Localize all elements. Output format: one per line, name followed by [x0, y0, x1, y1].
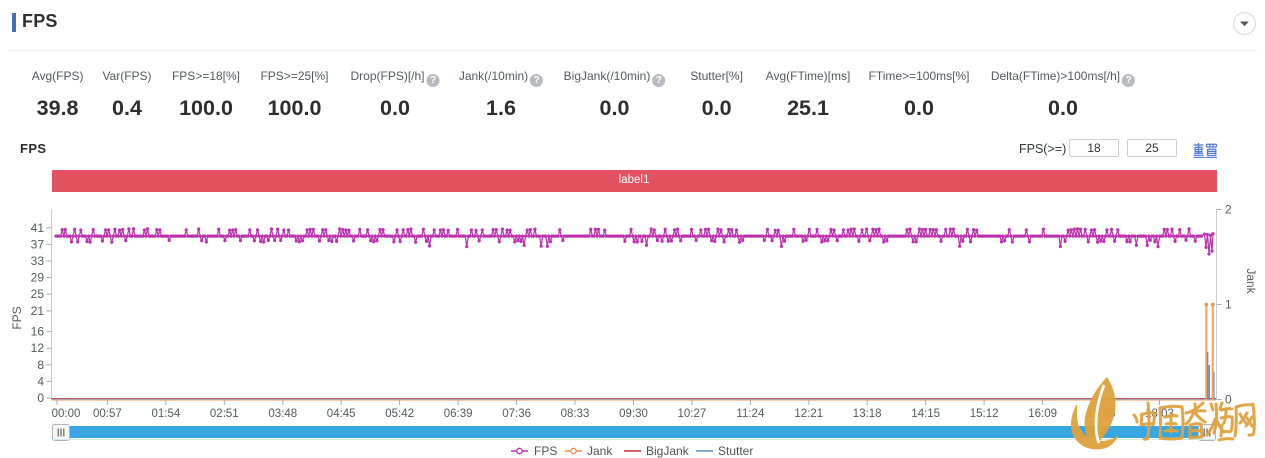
- svg-text:0: 0: [1225, 393, 1232, 407]
- svg-text:25: 25: [31, 287, 45, 301]
- svg-text:01:54: 01:54: [152, 408, 181, 420]
- svg-text:41: 41: [31, 221, 45, 235]
- svg-text:Jank: Jank: [587, 444, 613, 458]
- svg-text:BigJank: BigJank: [646, 444, 690, 458]
- svg-text:16: 16: [31, 325, 45, 339]
- svg-text:21: 21: [31, 304, 45, 318]
- svg-text:07:36: 07:36: [502, 408, 531, 420]
- svg-text:14:15: 14:15: [911, 408, 940, 420]
- svg-text:10:27: 10:27: [678, 408, 707, 420]
- svg-text:33: 33: [31, 254, 45, 268]
- svg-text:1: 1: [1225, 298, 1232, 312]
- svg-text:37: 37: [31, 237, 45, 251]
- svg-text:11:24: 11:24: [736, 408, 765, 420]
- svg-text:16:09: 16:09: [1028, 408, 1057, 420]
- svg-text:08:33: 08:33: [561, 408, 590, 420]
- svg-text:12:21: 12:21: [794, 408, 823, 420]
- svg-text:02:51: 02:51: [210, 408, 239, 420]
- svg-text:03:48: 03:48: [268, 408, 297, 420]
- svg-text:8: 8: [37, 358, 44, 372]
- svg-text:13:18: 13:18: [853, 408, 882, 420]
- svg-text:0: 0: [37, 391, 44, 405]
- svg-text:Jank: Jank: [1244, 268, 1258, 294]
- svg-text:2: 2: [1225, 203, 1232, 217]
- svg-text:00:00: 00:00: [52, 408, 81, 420]
- svg-text:15:12: 15:12: [970, 408, 999, 420]
- svg-text:FPS: FPS: [534, 444, 557, 458]
- svg-text:FPS: FPS: [10, 306, 24, 329]
- svg-text:06:39: 06:39: [444, 408, 473, 420]
- svg-text:Stutter: Stutter: [718, 444, 753, 458]
- svg-text:12: 12: [31, 341, 45, 355]
- svg-text:04:45: 04:45: [327, 408, 356, 420]
- svg-text:00:57: 00:57: [93, 408, 122, 420]
- svg-text:29: 29: [31, 271, 45, 285]
- svg-text:05:42: 05:42: [385, 408, 414, 420]
- svg-text:09:30: 09:30: [619, 408, 648, 420]
- svg-text:4: 4: [37, 374, 44, 388]
